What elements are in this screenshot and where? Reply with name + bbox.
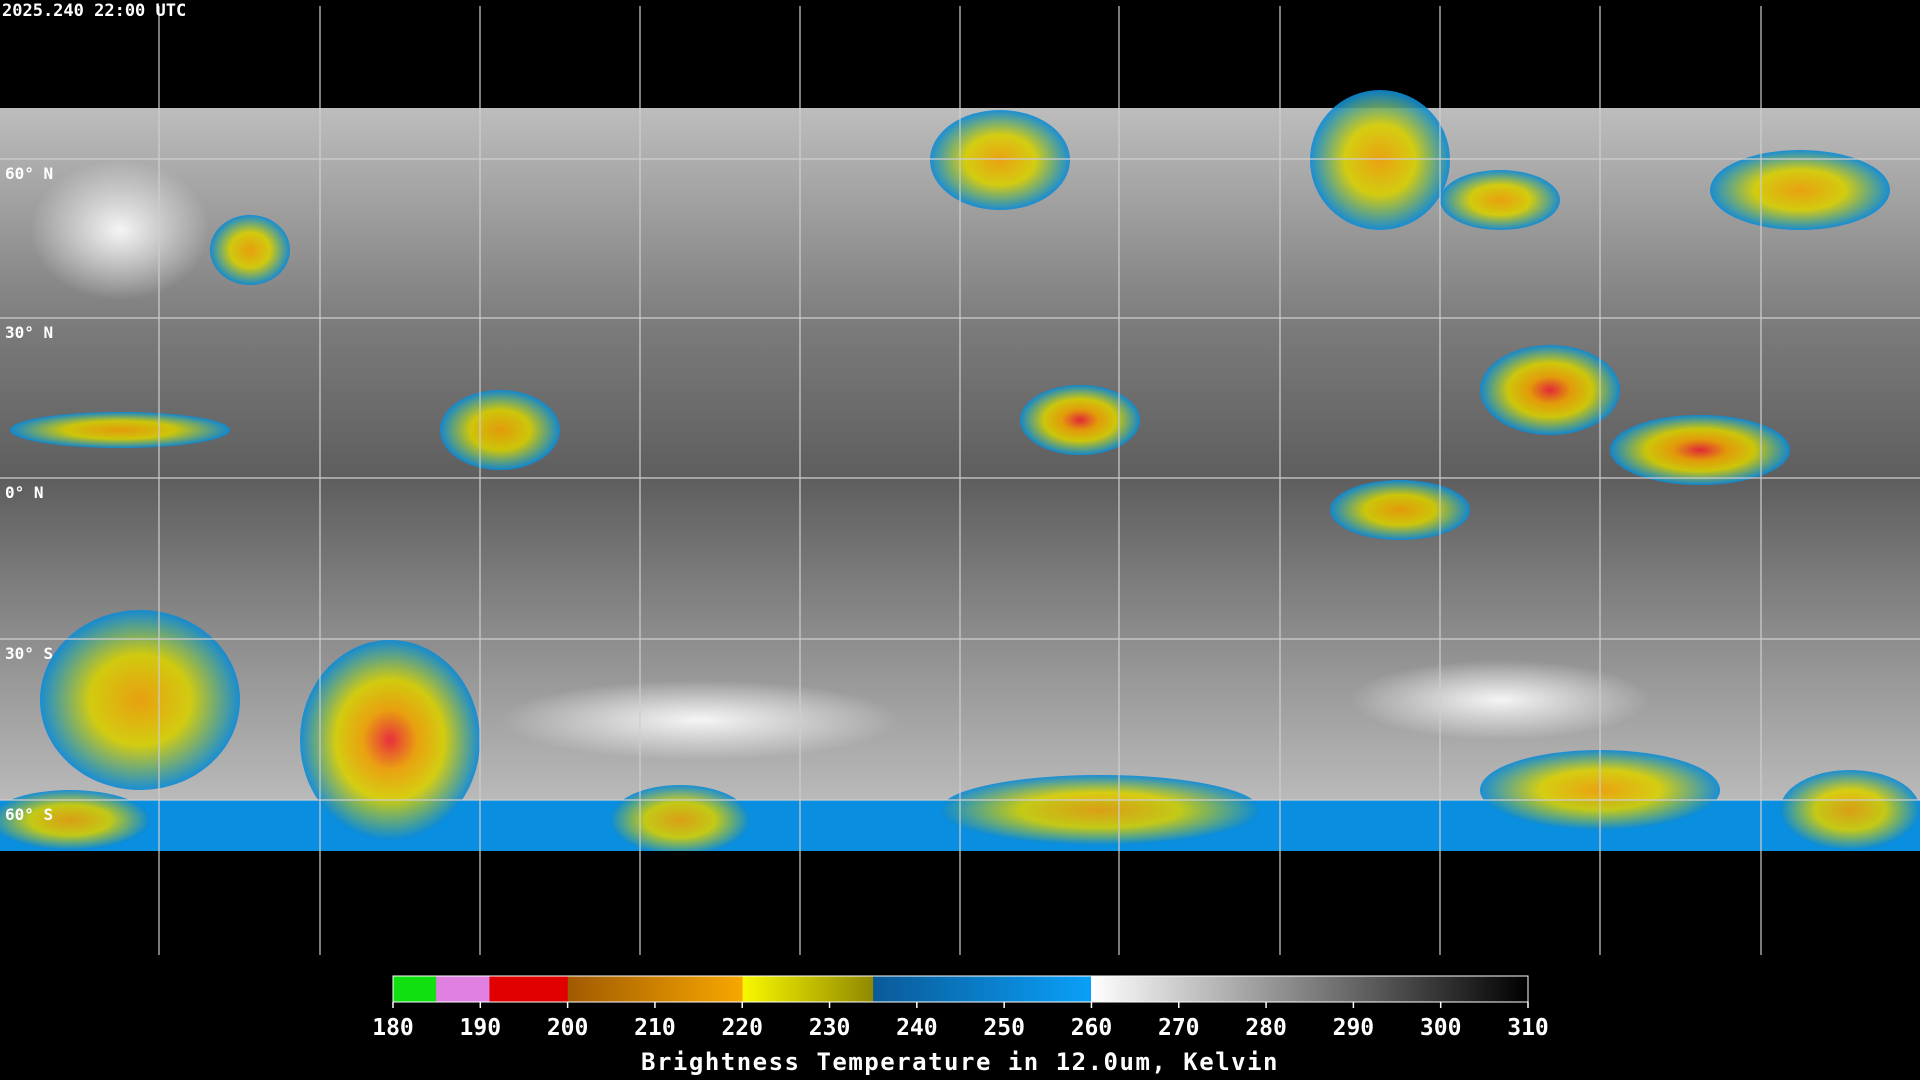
colorbar-tick-label: 230: [809, 1015, 851, 1041]
colorbar-frame: [392, 975, 1529, 1003]
colorbar-segment: [742, 976, 874, 1002]
cloud-features: [0, 90, 1920, 855]
colorbar-segment: [436, 976, 490, 1002]
colorbar-segment: [1091, 976, 1529, 1002]
colorbar-tick-label: 180: [372, 1015, 414, 1041]
colorbar-tick-label: 310: [1507, 1015, 1549, 1041]
latitude-label: 60° N: [5, 164, 53, 183]
colorbar-tick-label: 220: [721, 1015, 763, 1041]
colorbar-tick-label: 190: [460, 1015, 502, 1041]
latitude-label: 30° N: [5, 323, 53, 342]
colorbar-title: Brightness Temperature in 12.0um, Kelvin: [641, 1048, 1279, 1076]
timestamp: 2025.240 22:00 UTC: [2, 1, 186, 21]
latitude-label: 60° S: [5, 805, 53, 824]
colorbar-segment: [567, 976, 744, 1002]
colorbar: 180 190 200 210 220 230 240 250 260 270 280 290 300 3…: [372, 975, 1549, 1041]
latitude-labels: 60° N 30° N 0° N 30° S 60° S: [5, 164, 53, 824]
colorbar-tick-label: 250: [983, 1015, 1025, 1041]
latitude-label: 30° S: [5, 644, 53, 663]
colorbar-tick-label: 280: [1245, 1015, 1287, 1041]
colorbar-tick-label: 210: [634, 1015, 676, 1041]
colorbar-segment: [489, 976, 569, 1002]
colorbar-tick-label: 270: [1158, 1015, 1200, 1041]
colorbar-segment: [873, 976, 1092, 1002]
colorbar-tick-label: 290: [1333, 1015, 1375, 1041]
colorbar-tick-label: 260: [1071, 1015, 1113, 1041]
colorbar-tick-label: 300: [1420, 1015, 1462, 1041]
colorbar-tick-label: 240: [896, 1015, 938, 1041]
latitude-label: 0° N: [5, 483, 44, 502]
colorbar-segment: [393, 976, 437, 1002]
colorbar-tick-label: 200: [547, 1015, 589, 1041]
graticule: [0, 6, 1920, 955]
